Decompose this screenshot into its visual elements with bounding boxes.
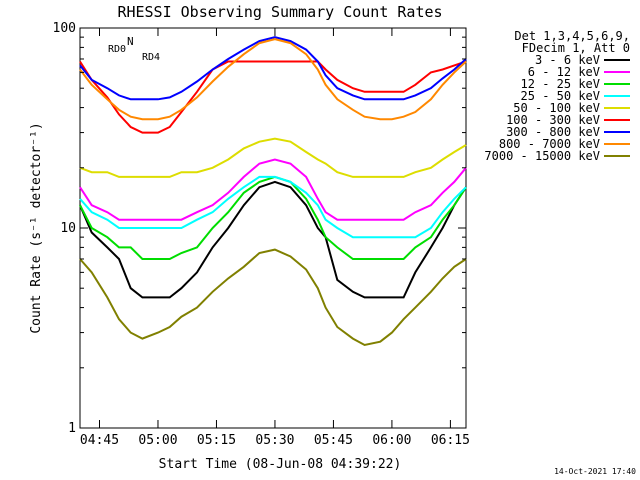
legend-label-3: 25 - 50 keV <box>521 89 600 103</box>
annotation-rd0: RD0 <box>108 44 126 55</box>
series-line-7 <box>79 38 467 121</box>
legend-label-6: 300 - 800 keV <box>506 125 600 139</box>
legend-label-2: 12 - 25 keV <box>521 77 600 91</box>
legend-label-1: 6 - 12 keV <box>528 65 600 79</box>
x-ticks: 04:45 05:00 05:15 05:30 05:45 06:00 06:15 <box>80 28 470 448</box>
y-tick-label: 10 <box>60 221 76 236</box>
x-tick-label: 05:15 <box>197 433 236 448</box>
legend-header-line2: FDecim 1, Att 0 <box>522 41 630 55</box>
series-line-0 <box>79 180 467 299</box>
legend-header-line1: Det 1,3,4,5,6,9, <box>514 29 630 43</box>
series-line-1 <box>79 158 467 221</box>
legend-label-8: 7000 - 15000 keV <box>484 149 600 163</box>
footer-date: 14-Oct-2021 17:40 <box>554 467 636 476</box>
series-line-5 <box>79 60 467 134</box>
x-tick-label: 05:30 <box>255 433 294 448</box>
legend: Det 1,3,4,5,6,9, FDecim 1, Att 0 3 - 6 k… <box>484 29 630 163</box>
series-line-4 <box>79 137 467 178</box>
x-tick-label: 04:45 <box>80 433 119 448</box>
legend-label-7: 800 - 7000 keV <box>499 137 600 151</box>
x-tick-label: 06:00 <box>372 433 411 448</box>
y-ticks: 1 10 100 <box>53 21 466 436</box>
x-tick-label: 05:00 <box>138 433 177 448</box>
series-layer <box>79 36 467 347</box>
x-axis-label: Start Time (08-Jun-08 04:39:22) <box>159 457 402 472</box>
series-line-3 <box>79 175 467 239</box>
plot-area: 04:45 05:00 05:15 05:30 05:45 06:00 06:15 1101… <box>53 21 470 448</box>
x-tick-label: 06:15 <box>431 433 470 448</box>
annotations: N RD0 RD4 <box>108 35 160 63</box>
series-line-8 <box>79 248 467 347</box>
x-tick-label: 05:45 <box>314 433 353 448</box>
annotation-rd4: RD4 <box>142 52 160 63</box>
chart-title: RHESSI Observing Summary Count Rates <box>117 3 442 21</box>
y-tick-label: 1 <box>68 421 76 436</box>
legend-label-5: 100 - 300 keV <box>506 113 600 127</box>
legend-label-0: 3 - 6 keV <box>535 53 600 67</box>
legend-label-4: 50 - 100 keV <box>513 101 600 115</box>
annotation-n: N <box>127 35 134 48</box>
y-axis-label: Count Rate (s⁻¹ detector⁻¹) <box>29 122 44 333</box>
y-tick-label: 100 <box>53 21 76 36</box>
series-line-6 <box>79 36 467 101</box>
